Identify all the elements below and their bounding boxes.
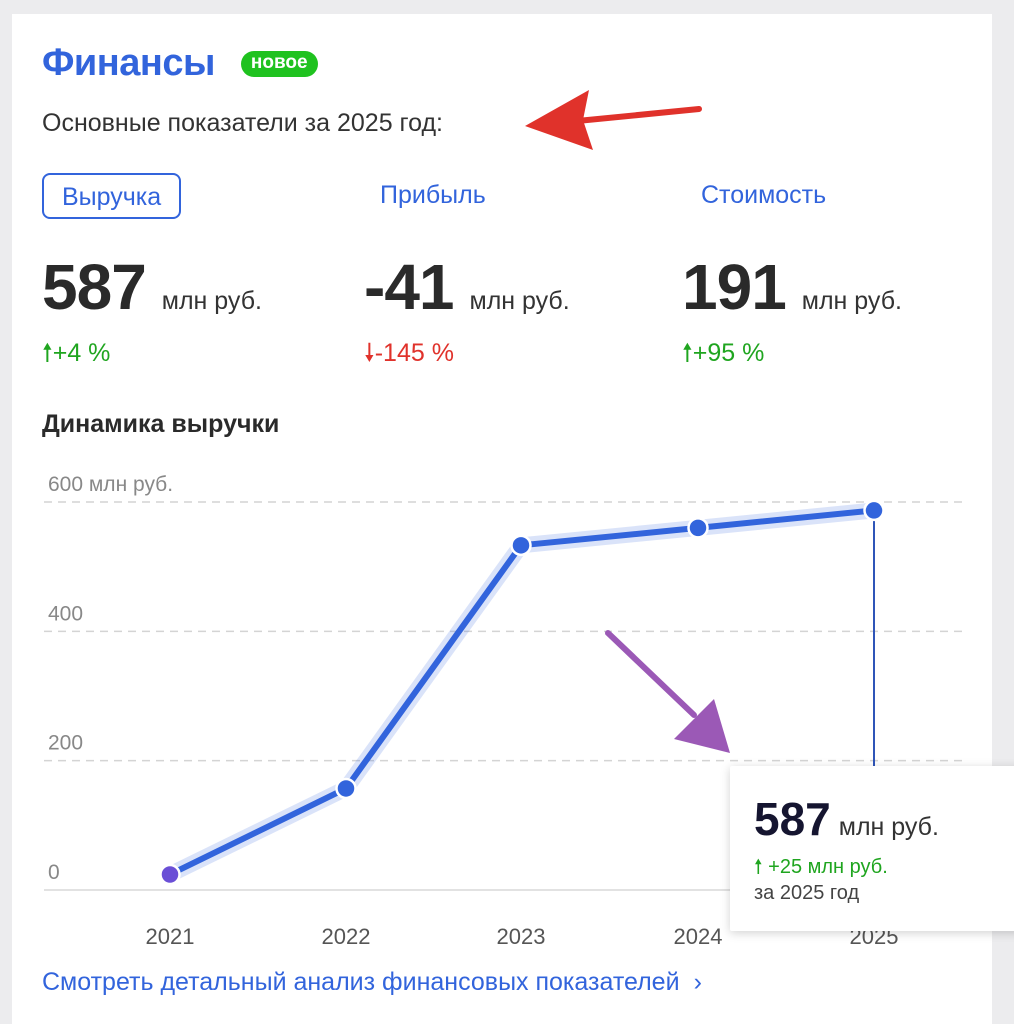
- y-tick-label: 0: [48, 861, 60, 884]
- metric-change: 🠕+4 %: [42, 339, 111, 367]
- arrow-down-icon: 🠗: [364, 339, 375, 367]
- metric-value: -41: [364, 251, 454, 323]
- data-point[interactable]: [687, 517, 709, 539]
- metric-value: 587: [42, 251, 147, 323]
- arrow-up-icon: 🠕: [42, 339, 53, 367]
- page-title: Финансы: [42, 42, 215, 84]
- metric-value-cost: 191 млн руб. 🠕+95 %: [682, 250, 902, 377]
- metric-value: 191: [682, 251, 787, 323]
- data-point[interactable]: [863, 499, 885, 522]
- tooltip-period: за 2025 год: [754, 882, 860, 904]
- metric-tabs: Выручка Прибыль Стоимость: [42, 173, 982, 219]
- metric-change: 🠕+95 %: [682, 339, 765, 367]
- tab-profit[interactable]: Прибыль: [380, 181, 486, 209]
- tooltip-value: 587: [754, 793, 831, 845]
- y-tick-label: 600 млн руб.: [48, 473, 173, 496]
- tooltip-unit: млн руб.: [838, 813, 939, 841]
- x-tick-label: 2021: [146, 924, 195, 949]
- y-tick-label: 200: [48, 732, 83, 755]
- metric-revenue: 587 млн руб. 🠕+4 %: [42, 250, 262, 377]
- chart-tooltip: 587 млн руб. 🠕 +25 млн руб. за 2025 год: [730, 766, 1014, 931]
- detailed-analysis-link[interactable]: Смотреть детальный анализ финансовых пок…: [42, 968, 702, 996]
- data-point[interactable]: [510, 534, 532, 557]
- metric-profit: -41 млн руб. 🠗-145 %: [364, 250, 570, 377]
- metric-unit: млн руб.: [469, 287, 570, 315]
- metric-change: 🠗-145 %: [364, 339, 454, 367]
- metric-unit: млн руб.: [801, 287, 902, 315]
- metric-unit: млн руб.: [161, 287, 262, 315]
- x-tick-label: 2023: [497, 924, 546, 949]
- chart-title: Динамика выручки: [42, 410, 280, 438]
- arrow-up-icon: 🠕: [754, 856, 763, 878]
- finance-card: Финансы новое Основные показатели за 202…: [12, 14, 1014, 1024]
- red-arrow-annotation: [525, 90, 702, 150]
- purple-arrow-annotation: [605, 630, 730, 753]
- arrow-up-icon: 🠕: [682, 339, 693, 367]
- card-header: Финансы новое: [42, 42, 318, 85]
- tooltip-change: 🠕 +25 млн руб.: [754, 856, 888, 878]
- x-tick-label: 2022: [322, 924, 371, 949]
- tab-value[interactable]: Стоимость: [701, 181, 827, 209]
- x-tick-label: 2024: [674, 924, 723, 949]
- y-tick-label: 400: [48, 602, 83, 625]
- new-badge: новое: [240, 50, 318, 77]
- subtitle: Основные показатели за 2025 год:: [42, 109, 444, 137]
- data-point[interactable]: [335, 777, 357, 800]
- data-point[interactable]: [159, 863, 181, 886]
- chevron-right-icon: ›: [693, 968, 702, 996]
- tab-revenue[interactable]: Выручка: [42, 173, 182, 219]
